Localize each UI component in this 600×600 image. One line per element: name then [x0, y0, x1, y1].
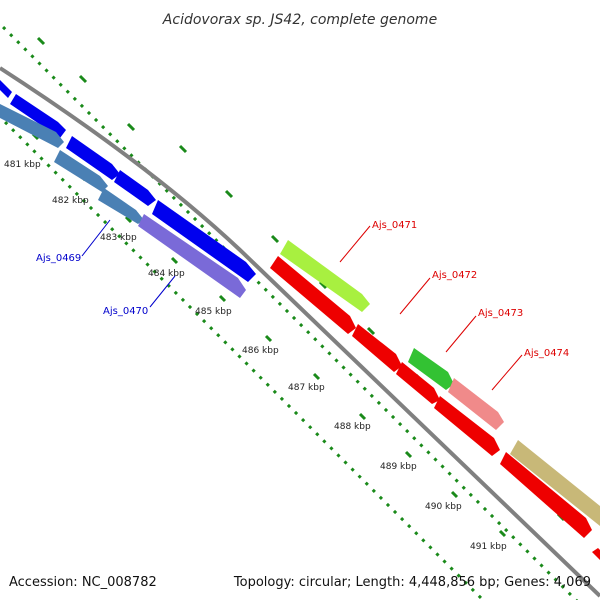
- gene-label-leaders: [81, 219, 523, 391]
- gene-slateblue-1[interactable]: [138, 214, 246, 298]
- tick-label: 490 kbp: [425, 502, 462, 512]
- gene-lime[interactable]: [280, 240, 370, 312]
- tick-label: 481 kbp: [4, 160, 41, 170]
- leader-ajs-0472: [399, 277, 431, 315]
- gene-forward-4[interactable]: [114, 170, 156, 206]
- gene-forward-2[interactable]: [10, 94, 66, 138]
- leader-ajs-0469: [81, 219, 111, 257]
- inner-tick-ring: [0, 114, 486, 600]
- gene-reverse-4[interactable]: [434, 396, 500, 456]
- forward-strand-genes-row2: [0, 104, 246, 298]
- tick-label: 483 kbp: [100, 233, 137, 243]
- tick-label: 487 kbp: [288, 383, 325, 393]
- tick-label: 491 kbp: [470, 542, 507, 552]
- gene-forward-5[interactable]: [152, 200, 256, 282]
- colored-genes: [280, 240, 600, 526]
- gene-labels: Ajs_0469 Ajs_0470 Ajs_0471 Ajs_0472 Ajs_…: [36, 220, 569, 359]
- gene-label-ajs-0474[interactable]: Ajs_0474: [524, 348, 569, 359]
- leader-ajs-0474: [491, 354, 523, 391]
- page-title: Acidovorax sp. JS42, complete genome: [162, 12, 437, 28]
- leader-ajs-0471: [339, 225, 371, 263]
- gene-reverse-1[interactable]: [270, 256, 356, 334]
- forward-strand-genes: [0, 80, 256, 282]
- tick-label: 488 kbp: [334, 422, 371, 432]
- gene-reverse-3[interactable]: [396, 362, 440, 404]
- tick-labels: 481 kbp 482 kbp 483 kbp 484 kbp 485 kbp …: [4, 160, 507, 552]
- gene-salmon[interactable]: [448, 378, 504, 430]
- genome-backbone: [0, 66, 600, 598]
- tick-label: 484 kbp: [148, 269, 185, 279]
- gene-steelblue-2[interactable]: [54, 150, 108, 192]
- accession-text: Accession: NC_008782: [9, 575, 157, 590]
- gene-label-ajs-0471[interactable]: Ajs_0471: [372, 220, 417, 231]
- gene-forward-3[interactable]: [66, 136, 120, 180]
- gene-reverse-2[interactable]: [352, 324, 402, 372]
- leader-ajs-0473: [445, 315, 477, 353]
- genome-summary-text: Topology: circular; Length: 4,448,856 bp…: [233, 575, 591, 590]
- gene-steelblue-1[interactable]: [0, 104, 64, 148]
- gene-steelblue-3[interactable]: [98, 188, 144, 224]
- tick-label: 485 kbp: [195, 307, 232, 317]
- gene-forward-1[interactable]: [0, 80, 12, 98]
- tick-label: 489 kbp: [380, 462, 417, 472]
- gene-label-ajs-0470[interactable]: Ajs_0470: [103, 306, 148, 317]
- tick-label: 482 kbp: [52, 196, 89, 206]
- gene-green[interactable]: [408, 348, 454, 390]
- gene-khaki[interactable]: [510, 440, 600, 526]
- leader-ajs-0470: [149, 275, 176, 308]
- tick-label: 486 kbp: [242, 346, 279, 356]
- gene-reverse-6[interactable]: [592, 548, 600, 560]
- gene-label-ajs-0469[interactable]: Ajs_0469: [36, 253, 81, 264]
- gene-label-ajs-0473[interactable]: Ajs_0473: [478, 308, 523, 319]
- gene-reverse-5[interactable]: [500, 452, 592, 538]
- reverse-strand-genes: [270, 256, 600, 560]
- gene-label-ajs-0472[interactable]: Ajs_0472: [432, 270, 477, 281]
